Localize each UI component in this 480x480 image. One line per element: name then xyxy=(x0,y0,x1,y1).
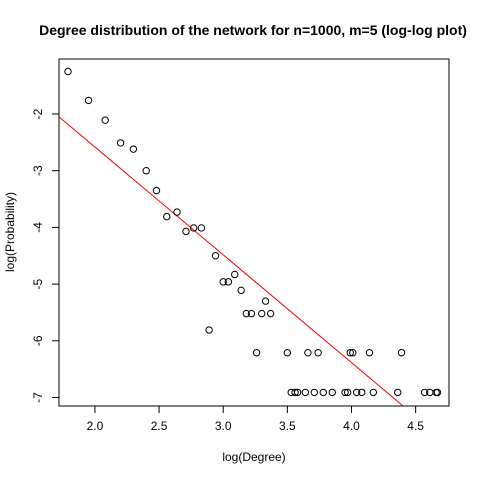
x-tick-label: 3.5 xyxy=(279,419,296,433)
chart-title: Degree distribution of the network for n… xyxy=(39,22,467,38)
data-point xyxy=(242,309,251,318)
x-tick-label: 4.5 xyxy=(407,419,424,433)
data-point xyxy=(365,349,374,357)
data-point xyxy=(352,388,361,397)
plot-frame xyxy=(58,58,450,407)
data-point xyxy=(319,388,327,397)
data-point xyxy=(205,326,213,334)
y-axis: -2 -3 -4 -5 -6 -7 xyxy=(31,108,59,403)
data-point xyxy=(328,388,336,397)
y-tick-label: -7 xyxy=(31,392,45,403)
y-axis-label: log(Probability) xyxy=(3,192,17,272)
plot-area xyxy=(59,67,442,406)
y-tick-label: -4 xyxy=(31,222,45,233)
data-point xyxy=(314,349,322,357)
data-point xyxy=(283,349,292,357)
y-tick-label: -3 xyxy=(31,165,45,176)
data-point xyxy=(231,270,239,279)
data-point xyxy=(261,297,270,305)
data-point xyxy=(163,212,171,221)
data-point xyxy=(346,349,354,357)
data-point xyxy=(358,388,366,397)
x-axis-label: log(Degree) xyxy=(222,450,285,464)
data-point xyxy=(211,252,220,260)
y-tick-label: -2 xyxy=(31,108,45,119)
data-point xyxy=(173,208,181,216)
data-point xyxy=(64,67,72,76)
data-point xyxy=(293,388,302,397)
data-point xyxy=(393,388,402,397)
data-point xyxy=(369,388,378,397)
data-point xyxy=(190,224,198,232)
data-point xyxy=(237,286,245,295)
data-point xyxy=(152,186,161,195)
fit-line xyxy=(59,116,404,406)
y-tick-label: -6 xyxy=(31,335,45,346)
data-point xyxy=(252,349,261,357)
data-point xyxy=(291,388,299,397)
data-point xyxy=(343,388,352,397)
data-point xyxy=(257,309,266,318)
x-tick-label: 4.0 xyxy=(343,419,360,433)
data-point xyxy=(301,388,310,397)
data-point xyxy=(101,116,109,124)
x-axis: 2.0 2.5 3.0 3.5 4.0 4.5 xyxy=(87,406,424,433)
data-point xyxy=(247,309,256,318)
data-point xyxy=(420,388,429,397)
x-tick-label: 2.0 xyxy=(87,419,104,433)
data-point xyxy=(341,388,349,397)
x-tick-label: 2.5 xyxy=(151,419,168,433)
x-tick-label: 3.0 xyxy=(215,419,232,433)
data-point xyxy=(266,309,275,318)
data-point xyxy=(142,166,150,175)
data-point xyxy=(197,224,206,232)
data-point xyxy=(310,388,318,397)
data-point xyxy=(219,278,227,286)
data-point xyxy=(397,349,406,357)
y-tick-label: -5 xyxy=(31,278,45,289)
data-point xyxy=(349,349,357,357)
data-point xyxy=(433,388,442,397)
data-point xyxy=(129,145,138,153)
data-point xyxy=(84,96,93,105)
data-point xyxy=(224,278,233,286)
data-point xyxy=(304,349,312,357)
data-point xyxy=(182,227,190,236)
data-point xyxy=(116,139,125,147)
